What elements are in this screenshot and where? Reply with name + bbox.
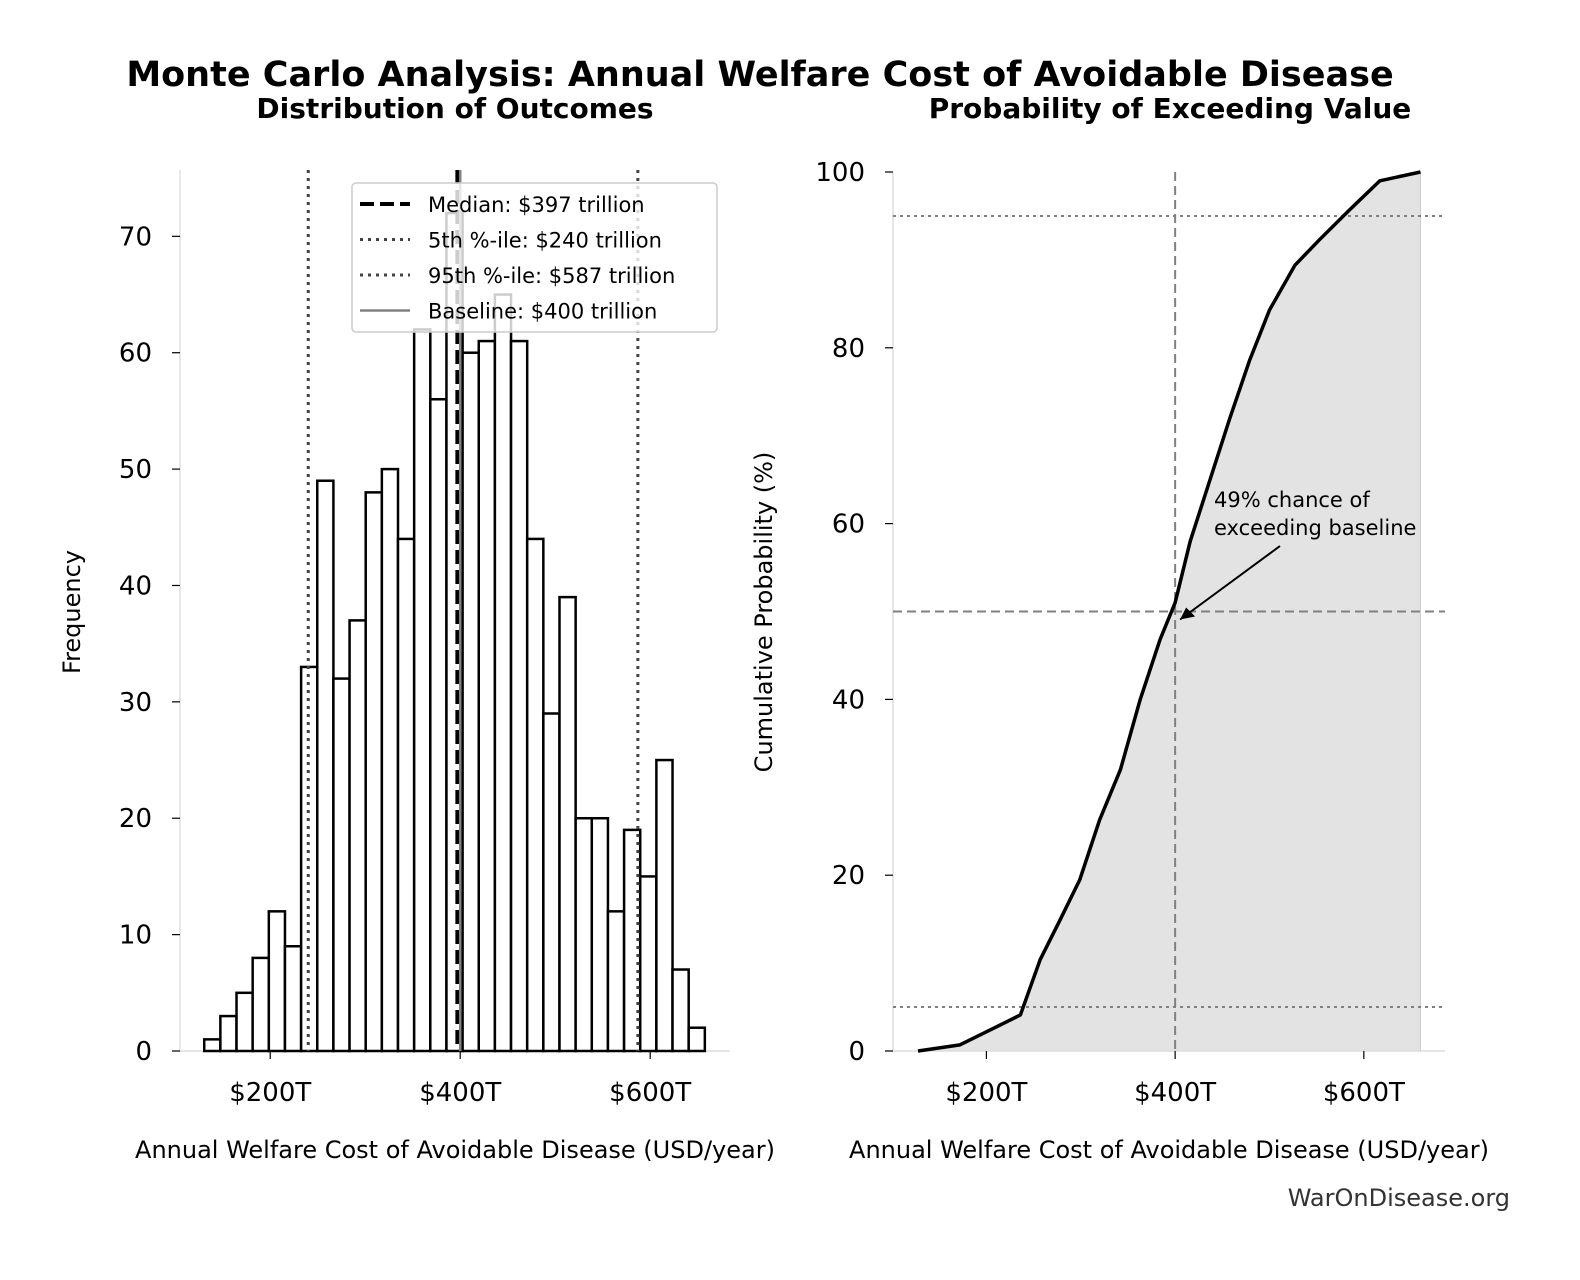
right-x-axis-label: Annual Welfare Cost of Avoidable Disease… [849,1136,1489,1164]
x-tick-label: $200T [229,1078,311,1108]
histogram-bar [655,758,674,1053]
histogram-bar [574,816,594,1053]
legend-label: 5th %-ile: $240 trillion [428,229,662,253]
x-tick-label: $600T [609,1078,691,1108]
legend-label: Median: $397 trillion [428,193,645,217]
right-chart-title: Probability of Exceeding Value [929,92,1412,125]
histogram-bar [525,537,545,1053]
y-tick-label: 0 [848,1037,865,1067]
figure-title: Monte Carlo Analysis: Annual Welfare Cos… [126,55,1393,95]
annotation-text: exceeding baseline [1214,516,1416,540]
left-y-axis-label: Frequency [58,550,86,674]
histogram-bar [590,816,610,1053]
histogram-bar [671,968,690,1053]
histogram-bar [493,293,513,1053]
x-tick-label: $400T [419,1078,501,1108]
cdf-panel: 0 20 40 60 80 100 $200T $400T $600T 49% chance of… [815,158,1445,1108]
histogram-bar [638,875,658,1053]
annotation-arrow [1179,545,1281,621]
y-tick-label: 40 [832,685,865,715]
y-tick-label: 50 [119,455,152,485]
y-tick-label: 40 [119,571,152,601]
left-chart-title: Distribution of Outcomes [256,92,653,125]
histogram-bar [380,467,400,1053]
y-tick-label: 20 [119,804,152,834]
histogram-bar [267,910,287,1053]
legend-box [351,182,718,333]
watermark: WarOnDisease.org [1288,1184,1510,1212]
x-tick-label: $600T [1323,1078,1405,1108]
y-tick-label: 60 [832,510,865,540]
histogram-bar [558,595,577,1053]
histogram-bar [396,537,416,1053]
y-tick-label: 70 [119,222,152,252]
histogram-bar [461,351,480,1053]
x-tick-label: $200T [945,1078,1027,1108]
y-tick-label: 20 [832,861,865,891]
histogram-bar [477,339,497,1053]
histogram-bar [202,1038,222,1053]
histogram-bar [542,712,561,1053]
y-tick-label: 0 [135,1037,152,1067]
histogram-bar [364,491,384,1053]
arrowhead-icon [1180,607,1196,620]
histogram-bar [412,328,432,1053]
histogram-bar [283,945,303,1053]
histogram-panel: 0 10 20 30 40 50 60 70 $200T $400T $600T Median: $3… [119,170,730,1108]
right-y-axis-label: Cumulative Probability (%) [750,452,778,773]
histogram-bar [606,910,626,1053]
annotation-text: 49% chance of [1214,488,1370,512]
y-tick-label: 60 [119,339,152,369]
y-tick-label: 100 [815,158,865,188]
y-tick-label: 30 [119,688,152,718]
histogram-bar [332,677,351,1053]
histogram-bar [429,398,448,1053]
histogram-bar [251,956,271,1053]
legend-label: 95th %-ile: $587 trillion [428,264,675,288]
histogram-bar [509,339,529,1053]
y-tick-label: 10 [119,921,152,951]
legend-label: Baseline: $400 trillion [428,300,657,324]
x-tick-label: $400T [1134,1078,1216,1108]
histogram-bar [316,479,335,1053]
histogram-bar [687,1026,707,1053]
histogram-bar [219,1014,238,1053]
cdf-line [917,170,1421,1053]
legend: Median: $397 trillion 5th %-ile: $240 tri… [351,182,718,333]
histogram-bar [348,619,367,1053]
histogram-bar [235,991,254,1053]
y-tick-label: 80 [832,334,865,364]
left-x-axis-label: Annual Welfare Cost of Avoidable Disease… [135,1136,775,1164]
